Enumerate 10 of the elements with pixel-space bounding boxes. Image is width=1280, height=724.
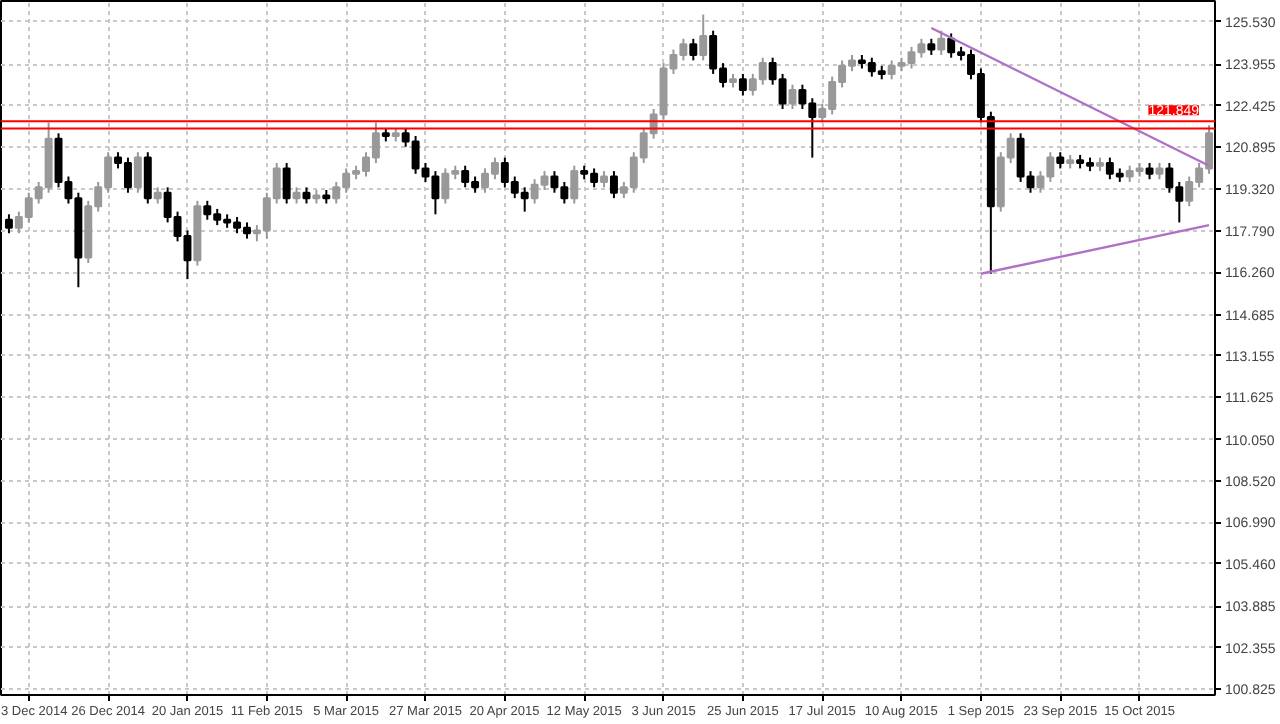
candlestick [689, 37, 698, 62]
candlestick [788, 83, 797, 111]
candlestick [738, 72, 747, 97]
candlestick [609, 170, 618, 200]
candlestick [133, 151, 142, 194]
candlestick [570, 164, 579, 205]
candlestick [282, 162, 291, 205]
candlestick [699, 13, 708, 62]
candlestick [143, 151, 152, 205]
candlestick [937, 29, 946, 57]
